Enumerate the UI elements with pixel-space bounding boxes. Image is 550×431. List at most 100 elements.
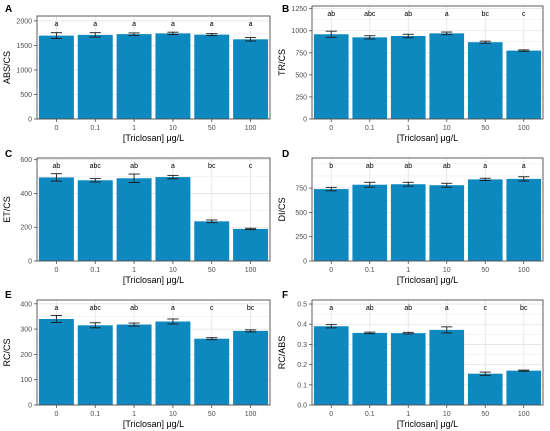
x-axis-title: [Triclosan] μg/L [123,419,184,429]
error-bar [479,371,491,376]
error-bar [479,177,491,181]
bar-0.1 [352,37,388,119]
significance-letter: a [171,21,175,28]
significance-letter: a [210,21,214,28]
x-tick-label: 1 [132,267,136,274]
significance-letter: ab [404,305,412,312]
error-bar [518,176,530,182]
x-tick-label: 0 [329,125,333,132]
significance-letter: ab [327,11,335,18]
x-tick-label: 0.1 [90,267,100,274]
y-axis-title: ET/CS [2,196,12,223]
error-bar [89,32,101,38]
bar-10 [155,33,191,119]
error-bar [244,37,257,42]
y-tick-label: 200 [20,225,32,232]
y-tick-label: 1500 [16,43,32,50]
bar-0.1 [352,184,388,261]
x-tick-label: 1 [406,411,410,418]
bar-1 [116,324,152,405]
significance-letter: abc [90,305,102,312]
x-tick-label: 100 [245,125,257,132]
significance-letter: bc [208,163,216,170]
error-bar [441,182,453,188]
error-bar [50,32,63,40]
y-tick-label: 0.2 [297,362,307,369]
significance-letter: c [249,163,253,170]
x-tick-label: 10 [443,411,451,418]
y-tick-label: 100 [20,377,32,384]
chart-panel-f: Fa 0 ab 0.1 ab 1 a 10 c 50 bc 100 0.0 0.1 0.2 0.3 0.4 0.5… [277,290,544,429]
significance-letter: bc [520,305,528,312]
significance-letter: a [249,21,253,28]
error-bar [325,324,337,329]
significance-letter: a [522,163,526,170]
significance-letter: b [329,163,333,170]
significance-letter: a [132,21,136,28]
y-tick-label: 300 [20,327,32,334]
plot-frame [311,5,544,120]
x-tick-label: 1 [406,125,410,132]
x-tick-label: 50 [208,267,216,274]
bar-0 [38,35,74,119]
error-bar [167,31,179,36]
bar-0 [38,177,74,261]
bar-1 [116,178,152,261]
panel-letter: B [282,4,289,15]
error-bar [167,318,179,325]
y-axis-title: RC/ABS [277,336,287,370]
x-tick-label: 0 [54,411,58,418]
significance-letter: a [445,305,449,312]
x-tick-label: 50 [481,411,489,418]
bar-1 [390,333,426,405]
bar-100 [506,50,542,119]
error-bar [402,331,414,335]
error-bar [518,49,530,52]
error-bar [325,186,337,192]
plot-area [37,158,270,261]
error-bar [518,369,530,372]
x-tick-label: 10 [169,411,177,418]
plot-area [312,300,543,405]
panel-letter: F [282,290,288,301]
y-tick-label: 250 [295,94,307,101]
x-tick-label: 50 [208,125,216,132]
y-tick-label: 500 [295,72,307,79]
y-tick-label: 0.0 [297,403,307,410]
chart-panel-e: Ea 0 abc 0.1 ab 1 a 10 c 50 bc 100 0 100 200 300 400 [Tri… [2,290,271,429]
x-tick-label: 100 [518,125,530,132]
significance-letter: ab [130,163,138,170]
y-tick-label: 250 [295,234,307,241]
y-tick-label: 500 [295,210,307,217]
error-bar [402,33,414,39]
y-tick-label: 0 [303,117,307,124]
bar-100 [506,370,542,405]
significance-letter: ab [366,163,374,170]
panel-letter: D [282,149,289,160]
significance-letter: a [171,305,175,312]
x-tick-label: 50 [208,411,216,418]
bar-0 [313,189,349,261]
plot-area [312,6,543,119]
significance-letter: a [54,21,58,28]
significance-letter: c [210,305,214,312]
y-tick-label: 0.3 [297,342,307,349]
significance-letter: ab [366,305,374,312]
significance-letter: ab [443,163,451,170]
error-bar [325,30,337,38]
bar-10 [429,33,465,119]
error-bar [89,178,101,183]
error-bar [479,40,491,44]
plot-frame [36,15,271,120]
chart-panel-a: Aa0a0.1a1a10a50a1000500100015002000[Tric… [2,4,271,143]
x-tick-label: 1 [132,125,136,132]
x-tick-label: 0.1 [365,267,375,274]
error-bar [167,174,179,180]
significance-letter: ab [404,163,412,170]
significance-letter: a [93,21,97,28]
x-axis-title: [Triclosan] μg/L [397,419,458,429]
x-tick-label: 100 [518,267,530,274]
panel-letter: A [5,4,12,15]
significance-letter: abc [90,163,102,170]
